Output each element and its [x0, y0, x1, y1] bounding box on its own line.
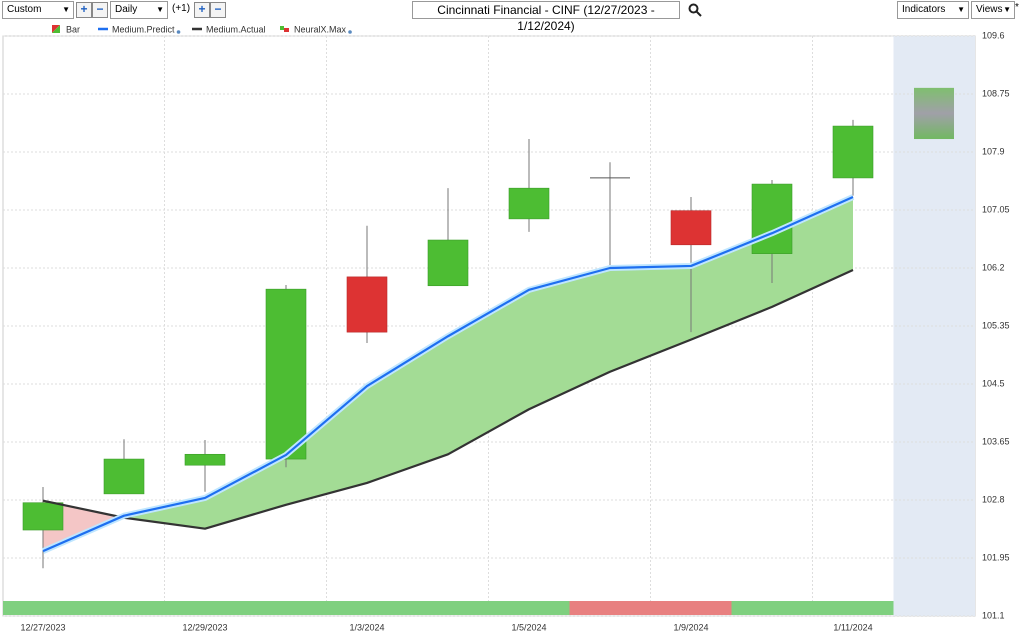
legend-dot: [176, 30, 181, 34]
interval: Daily: [115, 4, 138, 15]
candle-body: [346, 276, 388, 333]
legend-icon: [280, 26, 284, 30]
zoom-out[interactable]: −: [92, 2, 108, 18]
search-icon[interactable]: [688, 3, 702, 17]
x-tick-label: 1/9/2024: [673, 622, 708, 632]
signal-segment: [731, 601, 813, 615]
legend-label: Medium.Actual: [206, 24, 266, 34]
zoom-in[interactable]: +: [76, 2, 92, 18]
y-tick-label: 105.35: [982, 320, 1010, 330]
x-tick-label: 1/3/2024: [349, 622, 384, 632]
diff-area: [286, 386, 367, 505]
candle-body: [184, 453, 226, 466]
series-line: [42, 269, 854, 530]
legend-label: Medium.Predict: [112, 24, 175, 34]
diff-area: [367, 336, 448, 483]
y-tick-label: 101.95: [982, 552, 1010, 562]
offset-minus[interactable]: −: [210, 2, 226, 18]
y-tick-label: 102.8: [982, 494, 1005, 504]
signal-segment: [407, 601, 489, 615]
x-tick-label: 1/5/2024: [511, 622, 546, 632]
indicators-select[interactable]: Indicators ▼: [897, 1, 969, 19]
signal-segment: [488, 601, 570, 615]
offset-plus[interactable]: +: [194, 2, 210, 18]
series-line: [42, 196, 854, 553]
signal-segment: [812, 601, 894, 615]
diff-area: [529, 268, 610, 410]
x-tick-label: 12/27/2023: [20, 622, 65, 632]
signal-segment: [245, 601, 327, 615]
pin[interactable]: *: [1015, 2, 1019, 13]
legend-label: NeuralX.Max: [294, 24, 347, 34]
y-tick-label: 107.05: [982, 204, 1010, 214]
diff-area: [124, 497, 205, 529]
candle-body: [427, 239, 469, 287]
candle-body: [103, 458, 145, 495]
signal-segment: [83, 601, 165, 615]
candle-body: [265, 288, 307, 460]
period: Custom: [7, 4, 42, 15]
y-tick-label: 101.1: [982, 610, 1005, 620]
symbol-title: Cincinnati Financial - CINF (12/27/2023 …: [437, 3, 655, 33]
period-select[interactable]: Custom ▼: [2, 1, 74, 19]
signal-segment: [164, 601, 246, 615]
legend-label: Bar: [66, 24, 80, 34]
forecast-box: [914, 87, 954, 140]
y-tick-label: 107.9: [982, 146, 1005, 156]
views: Views: [976, 4, 1003, 15]
diff-area: [448, 289, 529, 455]
candle-body: [751, 183, 793, 254]
diff-area: [610, 265, 691, 372]
signal-segment: [569, 601, 651, 615]
legend-icon: [284, 28, 289, 32]
candle-body: [508, 187, 550, 220]
y-tick-label: 104.5: [982, 378, 1005, 388]
offset: (+1): [172, 3, 191, 14]
y-tick-label: 108.75: [982, 88, 1010, 98]
y-tick-label: 106.2: [982, 262, 1005, 272]
candle-body: [22, 502, 64, 531]
symbol-box[interactable]: Cincinnati Financial - CINF (12/27/2023 …: [412, 1, 680, 33]
legend-icon: [52, 25, 60, 33]
signal-segment: [3, 601, 84, 615]
signal-segment: [650, 601, 732, 615]
y-tick-label: 103.65: [982, 436, 1010, 446]
signal-segment: [326, 601, 408, 615]
candle-body: [832, 125, 874, 179]
y-tick-label: 109.6: [982, 30, 1005, 40]
interval-select[interactable]: Daily ▼: [110, 1, 168, 19]
views-select[interactable]: Views ▼: [971, 1, 1015, 19]
x-tick-label: 1/11/2024: [833, 622, 872, 632]
candle-body: [670, 210, 712, 246]
legend-dot: [348, 30, 352, 34]
x-tick-label: 12/29/2023: [182, 622, 227, 632]
indicators: Indicators: [902, 4, 946, 15]
